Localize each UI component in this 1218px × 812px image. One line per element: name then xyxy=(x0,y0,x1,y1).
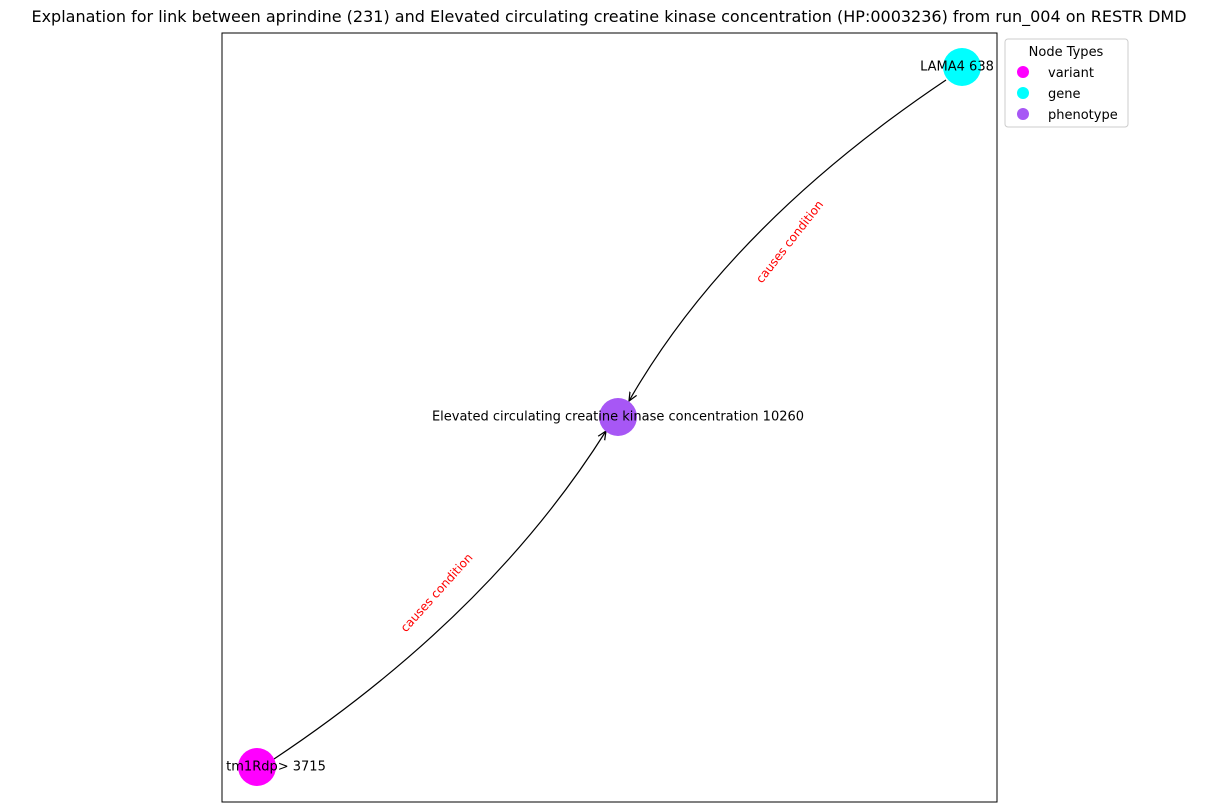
phenotype-node[interactable] xyxy=(599,398,637,436)
phenotype-node-label: Elevated circulating creatine kinase con… xyxy=(432,410,804,425)
legend-phenotype-marker xyxy=(1017,108,1029,120)
figure-title: Explanation for link between aprindine (… xyxy=(31,7,1186,27)
edge-label-variant-to-phenotype: causes condition xyxy=(398,551,476,635)
legend: Node Types variant gene phenotype xyxy=(1004,38,1129,128)
edges-layer xyxy=(273,79,947,760)
variant-node[interactable] xyxy=(238,748,276,786)
plot-frame xyxy=(221,32,998,803)
legend-variant-label: variant xyxy=(1048,66,1094,81)
edge-label-gene-to-phenotype: causes condition xyxy=(753,198,826,286)
legend-box xyxy=(1004,38,1129,128)
gene-node-label: LAMA4 638 xyxy=(920,60,994,75)
edge-gene-to-phenotype xyxy=(629,79,947,401)
gene-node[interactable] xyxy=(943,48,981,86)
edge-variant-to-phenotype xyxy=(273,431,606,760)
legend-variant-marker xyxy=(1017,66,1029,78)
nodes-layer xyxy=(238,48,981,786)
legend-title: Node Types xyxy=(1029,45,1104,60)
variant-node-label: tm1Rdp> 3715 xyxy=(226,760,326,775)
legend-phenotype-label: phenotype xyxy=(1048,108,1118,123)
legend-gene-label: gene xyxy=(1048,87,1081,102)
legend-gene-marker xyxy=(1017,87,1029,99)
